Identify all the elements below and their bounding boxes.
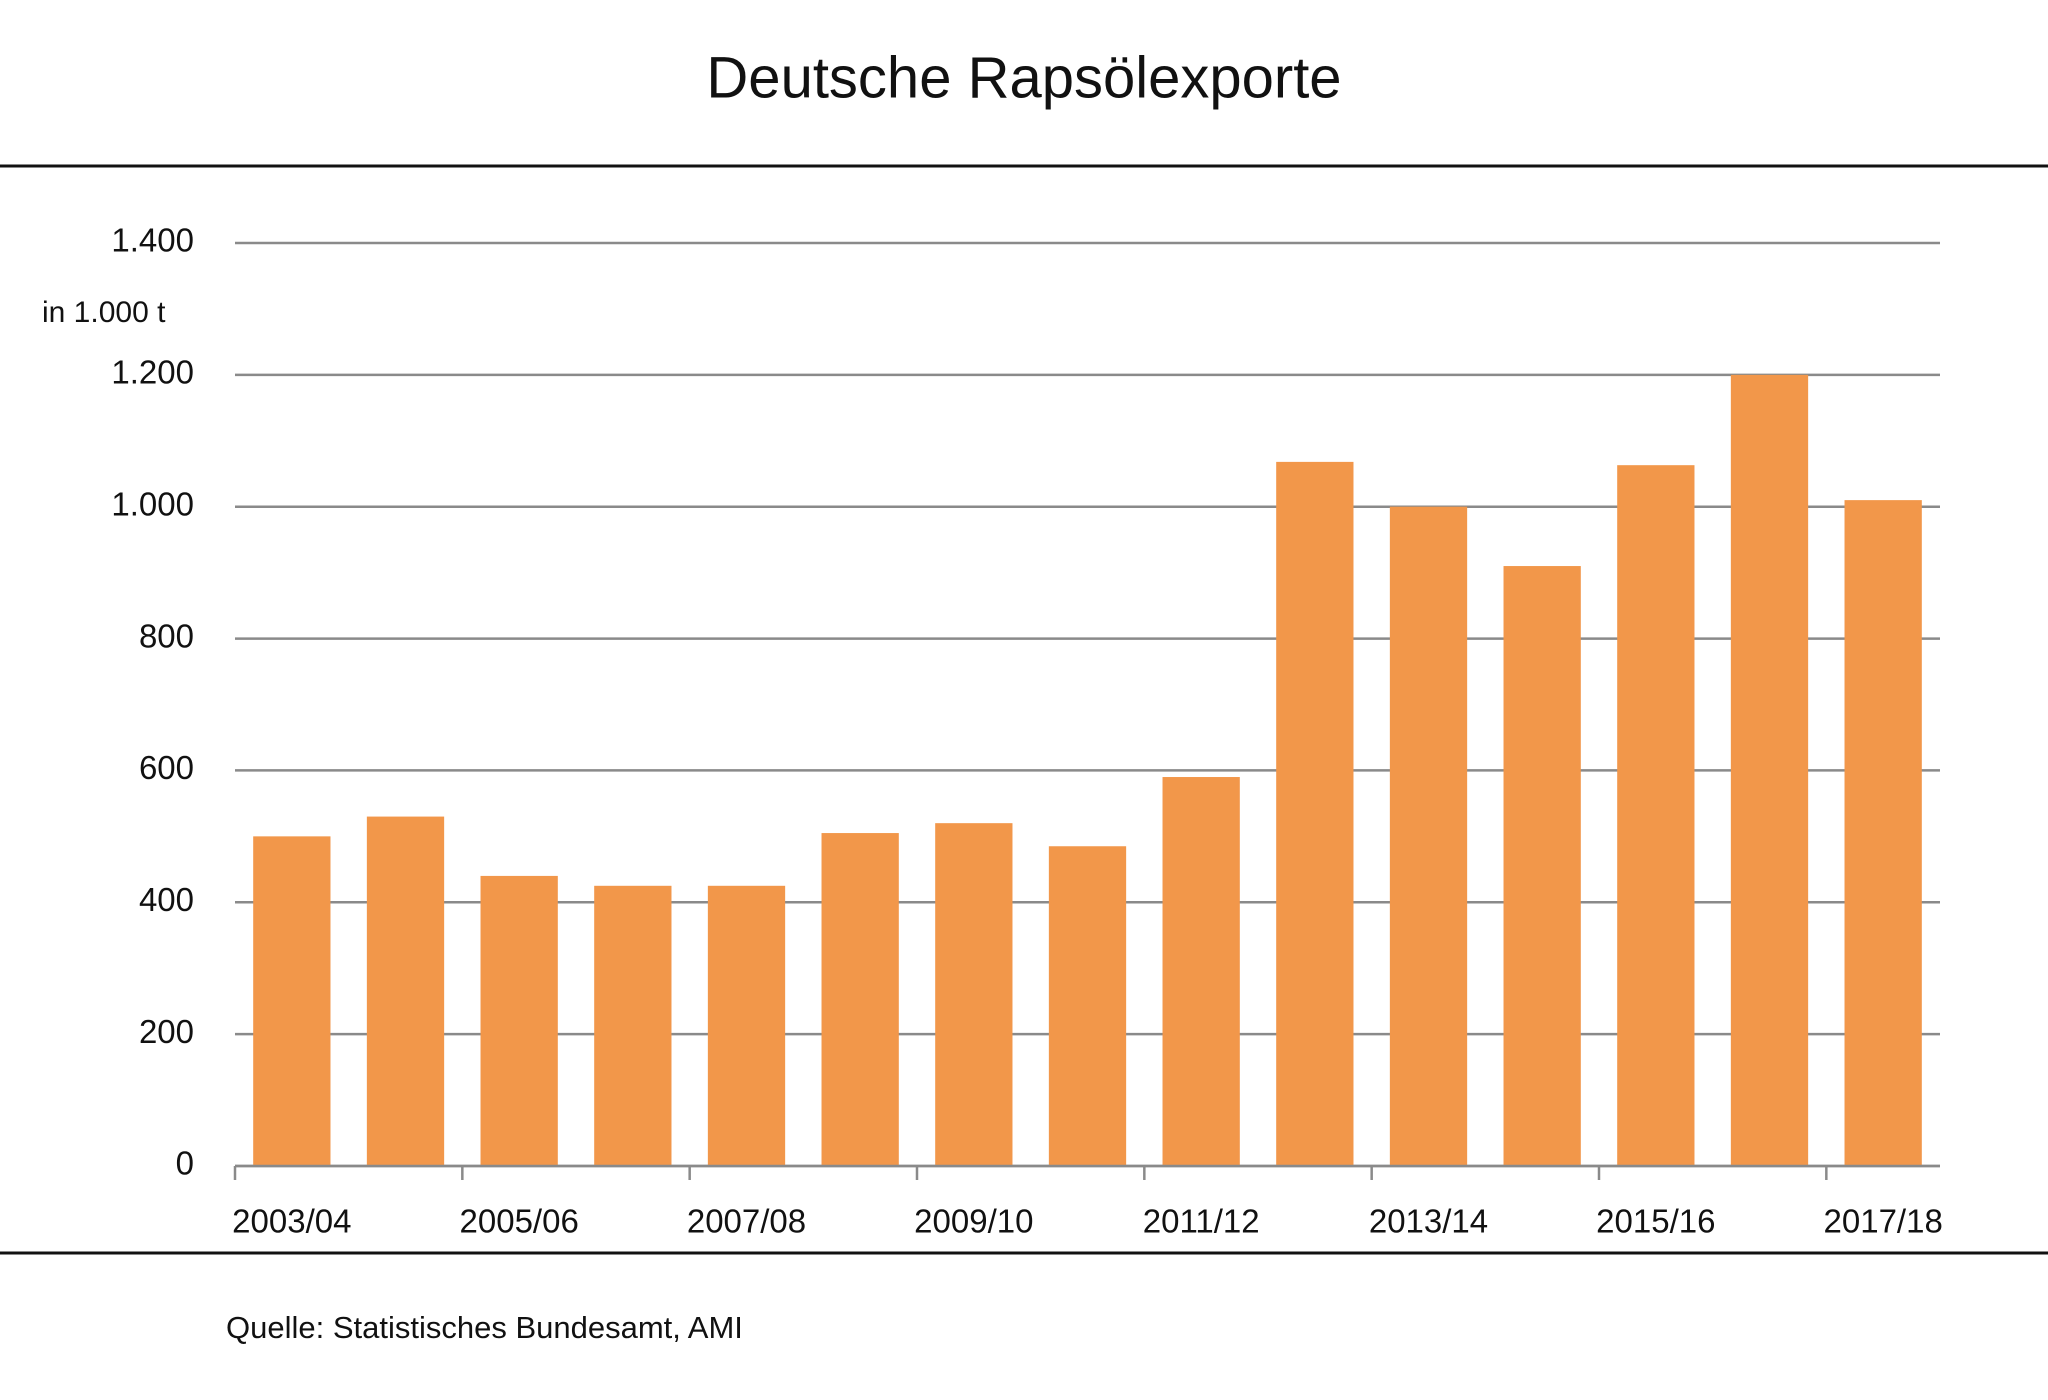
- x-tick-label: 2015/16: [1596, 1203, 1715, 1240]
- y-tick-label: 200: [139, 1013, 194, 1050]
- bar: [1162, 777, 1240, 1166]
- bar: [1617, 465, 1695, 1166]
- x-tick-label: 2007/08: [687, 1203, 806, 1240]
- bar: [1389, 506, 1468, 1166]
- bar: [1503, 566, 1581, 1166]
- y-tick-label: 0: [176, 1145, 194, 1182]
- bar: [1276, 461, 1354, 1167]
- x-tick-label: 2011/12: [1143, 1203, 1260, 1240]
- bar: [1730, 374, 1809, 1166]
- bar: [480, 875, 558, 1166]
- bar: [1048, 846, 1127, 1166]
- x-tick-label: 2013/14: [1369, 1203, 1488, 1240]
- y-tick-label: 400: [139, 881, 194, 918]
- bar: [935, 823, 1013, 1166]
- bar: [366, 816, 445, 1166]
- bar: [707, 885, 786, 1166]
- x-tick-label: 2005/06: [460, 1203, 579, 1240]
- bar: [1844, 500, 1922, 1166]
- chart-title: Deutsche Rapsölexporte: [706, 45, 1341, 110]
- x-tick-label: 2009/10: [914, 1203, 1033, 1240]
- y-axis-label: in 1.000 t: [42, 296, 166, 329]
- bar: [821, 833, 899, 1166]
- source: Quelle: Statistisches Bundesamt, AMI: [226, 1310, 743, 1345]
- y-tick-label: 800: [139, 617, 194, 654]
- x-tick-label: 2003/04: [232, 1203, 351, 1240]
- bar: [594, 885, 672, 1166]
- x-tick-label: 2017/18: [1824, 1203, 1943, 1240]
- y-tick-label: 1.400: [111, 222, 194, 259]
- y-tick-label: 600: [139, 749, 194, 786]
- y-tick-label: 1.000: [111, 485, 194, 522]
- y-tick-label: 1.200: [111, 354, 194, 391]
- bar: [253, 836, 331, 1166]
